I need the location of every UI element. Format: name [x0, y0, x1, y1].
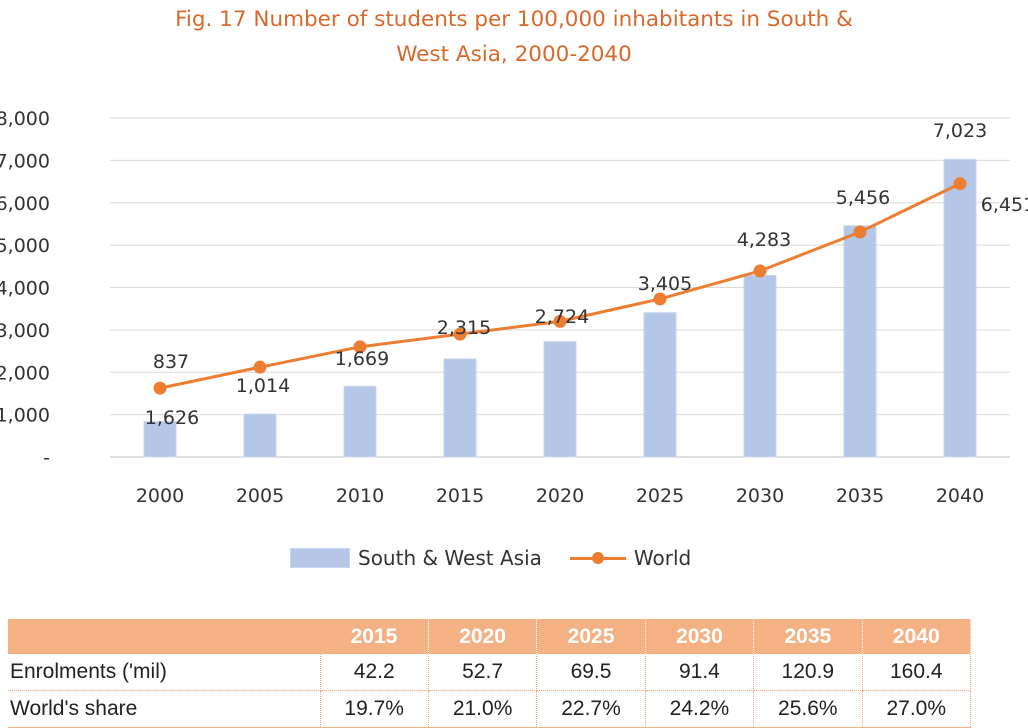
- y-tick-label: -: [43, 447, 50, 469]
- line-point: [553, 314, 567, 328]
- line-point: [753, 264, 767, 278]
- line-point: [253, 360, 267, 374]
- y-tick-label: 6,000: [0, 193, 50, 215]
- table-cell: 91.4: [645, 654, 755, 691]
- legend-swatch-line: [569, 548, 626, 568]
- table-row: Enrolments ('mil) 42.2 52.7 69.5 91.4 12…: [8, 654, 972, 691]
- bar-data-label: 1,014: [236, 375, 290, 397]
- table-row: World's share 19.7% 21.0% 22.7% 24.2% 25…: [8, 690, 972, 728]
- table-header-cell: 2030: [645, 619, 755, 654]
- table-row-label: World's share: [8, 690, 321, 728]
- bar: [943, 158, 977, 458]
- x-tick-label: 2000: [136, 485, 184, 507]
- x-tick-label: 2020: [536, 485, 584, 507]
- y-tick-label: 3,000: [0, 320, 50, 342]
- x-tick-label: 2030: [736, 485, 784, 507]
- stats-table: 2015 2020 2025 2030 2035 2040 Enrolments…: [8, 619, 972, 728]
- bar-data-label: 2,724: [535, 306, 589, 328]
- chart-plot: - 1,000 2,000 3,000 4,000 5,000 6,000 7,000 8,00…: [0, 108, 1028, 507]
- table-cell: 69.5: [536, 654, 646, 691]
- table-cell: 25.6%: [753, 690, 863, 728]
- line-point: [453, 327, 467, 341]
- table-header-cell: 2025: [536, 619, 646, 654]
- line-point: [653, 292, 667, 306]
- chart-legend: South & West Asia World: [290, 543, 719, 573]
- table-header-cell: 2040: [862, 619, 972, 654]
- line-point: [353, 340, 367, 354]
- chart-title-line-1: Fig. 17 Number of students per 100,000 i…: [175, 7, 853, 32]
- chart-title: Fig. 17 Number of students per 100,000 i…: [0, 2, 1028, 72]
- legend-swatch-bar: [290, 548, 350, 568]
- table-cell: 24.2%: [645, 690, 755, 728]
- bar: [243, 413, 277, 458]
- x-tick-label: 2025: [636, 485, 684, 507]
- line-point: [853, 225, 867, 239]
- bar: [443, 358, 477, 458]
- table-cell: 22.7%: [536, 690, 646, 728]
- table-header-row: 2015 2020 2025 2030 2035 2040: [8, 619, 972, 654]
- bar: [843, 225, 877, 458]
- y-tick-label: 8,000: [0, 108, 50, 130]
- bar: [643, 312, 677, 458]
- bar-data-label: 837: [153, 351, 189, 373]
- x-tick-label: 2040: [936, 485, 984, 507]
- bar: [343, 385, 377, 458]
- chart-title-line-2: West Asia, 2000-2040: [396, 42, 632, 67]
- y-tick-label: 5,000: [0, 235, 50, 257]
- legend-label-bar-series: South & West Asia: [358, 546, 542, 570]
- table-cell: 52.7: [428, 654, 538, 691]
- bar: [743, 275, 777, 458]
- bar-data-label: 2,315: [437, 317, 491, 339]
- bar: [543, 341, 577, 458]
- table-header-cell: 2015: [320, 619, 429, 654]
- bar-data-label: 5,456: [836, 187, 890, 209]
- bar-data-label: 7,023: [933, 120, 987, 142]
- bar-data-label: 1,669: [335, 348, 389, 370]
- line-data-label: 1,626: [145, 407, 199, 429]
- table-cell: 42.2: [320, 654, 429, 691]
- table-header-cell: 2020: [428, 619, 538, 654]
- bar-data-label: 3,405: [638, 273, 692, 295]
- table-cell: 19.7%: [320, 690, 429, 728]
- table-cell: 21.0%: [428, 690, 538, 728]
- y-tick-label: 4,000: [0, 278, 50, 300]
- y-tick-label: 1,000: [0, 405, 50, 427]
- table-header-corner: [8, 619, 320, 654]
- y-tick-label: 7,000: [0, 150, 50, 172]
- line-point: [953, 177, 967, 191]
- table-cell: 160.4: [862, 654, 972, 691]
- x-tick-label: 2035: [836, 485, 884, 507]
- line-data-label: 6,451: [981, 194, 1028, 216]
- table-cell: 120.9: [753, 654, 863, 691]
- legend-label-line-series: World: [633, 546, 692, 570]
- x-tick-label: 2015: [436, 485, 484, 507]
- table-row-label: Enrolments ('mil): [8, 654, 321, 691]
- y-tick-label: 2,000: [0, 362, 50, 384]
- legend-item-bar-series: South & West Asia: [290, 546, 542, 570]
- x-tick-label: 2005: [236, 485, 284, 507]
- bar-data-label: 4,283: [737, 229, 791, 251]
- legend-item-line-series: World: [569, 546, 692, 570]
- line-point: [153, 381, 167, 395]
- x-tick-label: 2010: [336, 485, 384, 507]
- bar: [143, 421, 177, 458]
- table-header-cell: 2035: [753, 619, 863, 654]
- table-cell: 27.0%: [862, 690, 972, 728]
